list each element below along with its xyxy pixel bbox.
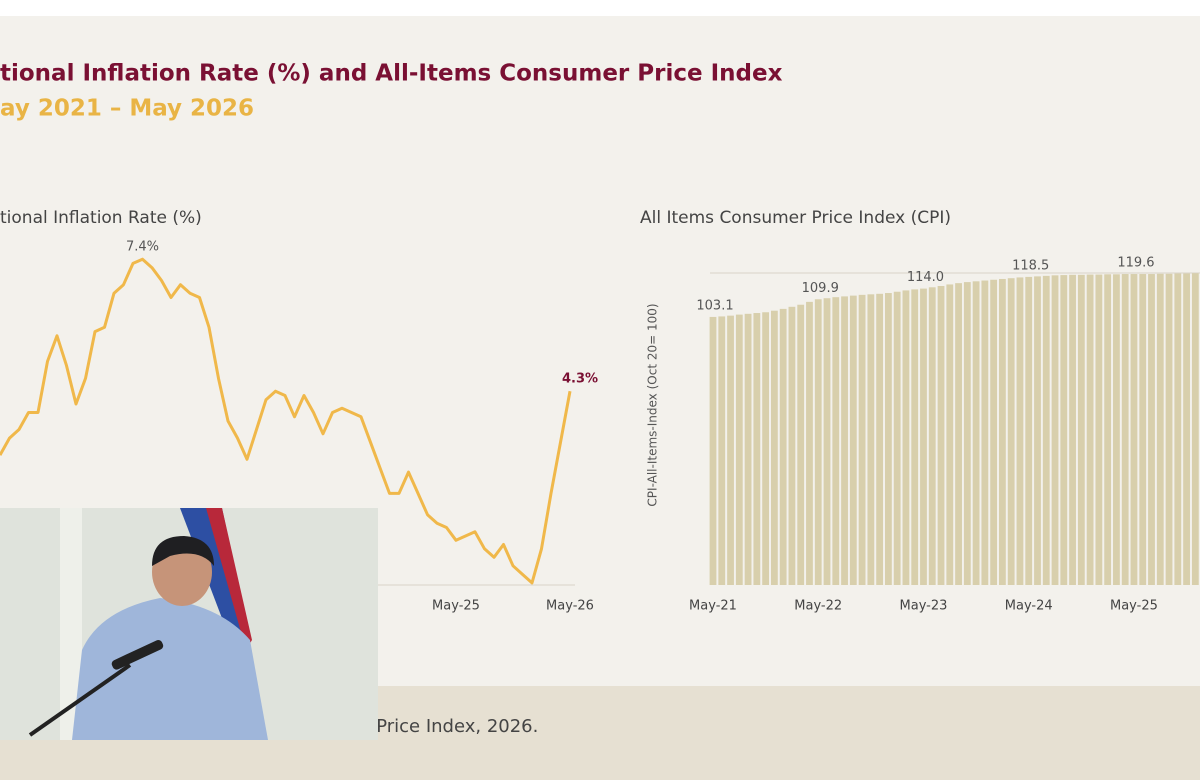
cpi-bar xyxy=(1104,274,1112,585)
cpi-bar xyxy=(1130,274,1138,585)
cpi-bar xyxy=(797,304,805,585)
cpi-bar xyxy=(928,287,936,585)
cpi-bar xyxy=(753,313,761,585)
cpi-bar xyxy=(858,294,866,585)
data-label: 4.3% xyxy=(562,372,598,387)
cpi-bar xyxy=(735,314,743,585)
data-label: 118.5 xyxy=(1012,258,1049,273)
slide-title: tional Inflation Rate (%) and All-Items … xyxy=(0,61,783,87)
cpi-bar xyxy=(1183,273,1190,585)
cpi-bar xyxy=(806,301,813,585)
flag-stripe xyxy=(206,508,252,650)
cpi-bar xyxy=(867,294,875,585)
cpi-bar xyxy=(1007,278,1015,585)
cpi-bar xyxy=(727,315,734,585)
cpi-bar xyxy=(1156,273,1164,585)
cpi-bar xyxy=(718,316,726,585)
video-overlay xyxy=(0,508,378,740)
cpi-bar xyxy=(963,282,971,585)
cpi-bar xyxy=(770,310,778,585)
x-tick-label: May-21 xyxy=(689,599,737,614)
cpi-bar xyxy=(955,283,962,585)
cpi-bar xyxy=(1051,275,1059,585)
cpi-bar xyxy=(1095,274,1103,585)
cpi-bar xyxy=(981,280,989,585)
x-tick-label: May-23 xyxy=(900,599,948,614)
data-label: 7.4% xyxy=(126,240,159,255)
cpi-bar xyxy=(841,296,848,585)
top-strip xyxy=(0,0,1200,16)
cpi-bar xyxy=(1077,274,1085,585)
cpi-bar xyxy=(849,295,857,585)
data-label: 114.0 xyxy=(907,270,944,285)
cpi-bar xyxy=(946,284,954,585)
cpi-bar xyxy=(937,286,945,585)
charts: May-25 May-26 7.4% 4.3% May-21 May-22 May-23 Ma… xyxy=(0,240,1199,614)
cpi-bar xyxy=(1191,273,1199,585)
cpi-bar xyxy=(814,299,822,585)
cpi-bar xyxy=(1148,274,1155,585)
chart-title: tional Inflation Rate (%) xyxy=(0,208,202,228)
cpi-bar xyxy=(1016,277,1024,585)
cpi-bar xyxy=(762,312,770,585)
x-tick-label: May-24 xyxy=(1005,599,1053,614)
cpi-bar xyxy=(911,289,919,585)
x-tick-label: May-25 xyxy=(432,599,480,614)
cpi-bar xyxy=(1121,274,1129,585)
data-label: 119.6 xyxy=(1117,256,1154,271)
x-tick-label: May-22 xyxy=(794,599,842,614)
person-hair xyxy=(152,536,214,566)
cpi-bar xyxy=(709,316,717,585)
cpi-bar xyxy=(902,290,910,585)
person-shirt xyxy=(72,598,268,740)
cpi-bar xyxy=(920,288,927,585)
slide-subtitle: ay 2021 – May 2026 xyxy=(0,96,254,122)
microphone xyxy=(111,639,164,670)
cpi-bar xyxy=(1069,274,1076,585)
x-tick-label: May-26 xyxy=(546,599,594,614)
cpi-bar xyxy=(876,293,884,585)
cpi-bar xyxy=(1025,276,1033,585)
cpi-bar xyxy=(1113,274,1120,585)
cpi-bar xyxy=(990,279,998,585)
cpi-bar xyxy=(1086,274,1094,585)
cpi-bar xyxy=(893,291,901,585)
cpi-bar xyxy=(823,298,831,585)
pillar xyxy=(60,508,82,740)
inflation-line xyxy=(0,257,572,585)
cpi-bar xyxy=(885,293,892,585)
cpi-bar xyxy=(1034,276,1041,585)
cpi-bar xyxy=(744,313,752,585)
cpi-bar xyxy=(832,297,840,585)
y-axis-title: CPI-All-Items-Index (Oct 20= 100) xyxy=(646,303,660,506)
cpi-bar xyxy=(1042,275,1050,585)
cpi-bar xyxy=(1165,273,1173,585)
cpi-bar xyxy=(788,306,796,585)
cpi-bar xyxy=(972,281,980,585)
data-label: 103.1 xyxy=(696,298,733,313)
cpi-bar xyxy=(1060,275,1068,585)
cpi-bar xyxy=(1139,274,1147,585)
cpi-bar xyxy=(779,308,787,585)
cpi-bar xyxy=(1174,273,1182,585)
cpi-bar xyxy=(999,278,1006,585)
x-tick-label: May-25 xyxy=(1110,599,1158,614)
source-note: er Price Index, 2026. xyxy=(352,716,538,737)
mic-stand xyxy=(28,663,132,737)
chart-title: All Items Consumer Price Index (CPI) xyxy=(640,208,951,228)
data-label: 109.9 xyxy=(802,281,839,296)
